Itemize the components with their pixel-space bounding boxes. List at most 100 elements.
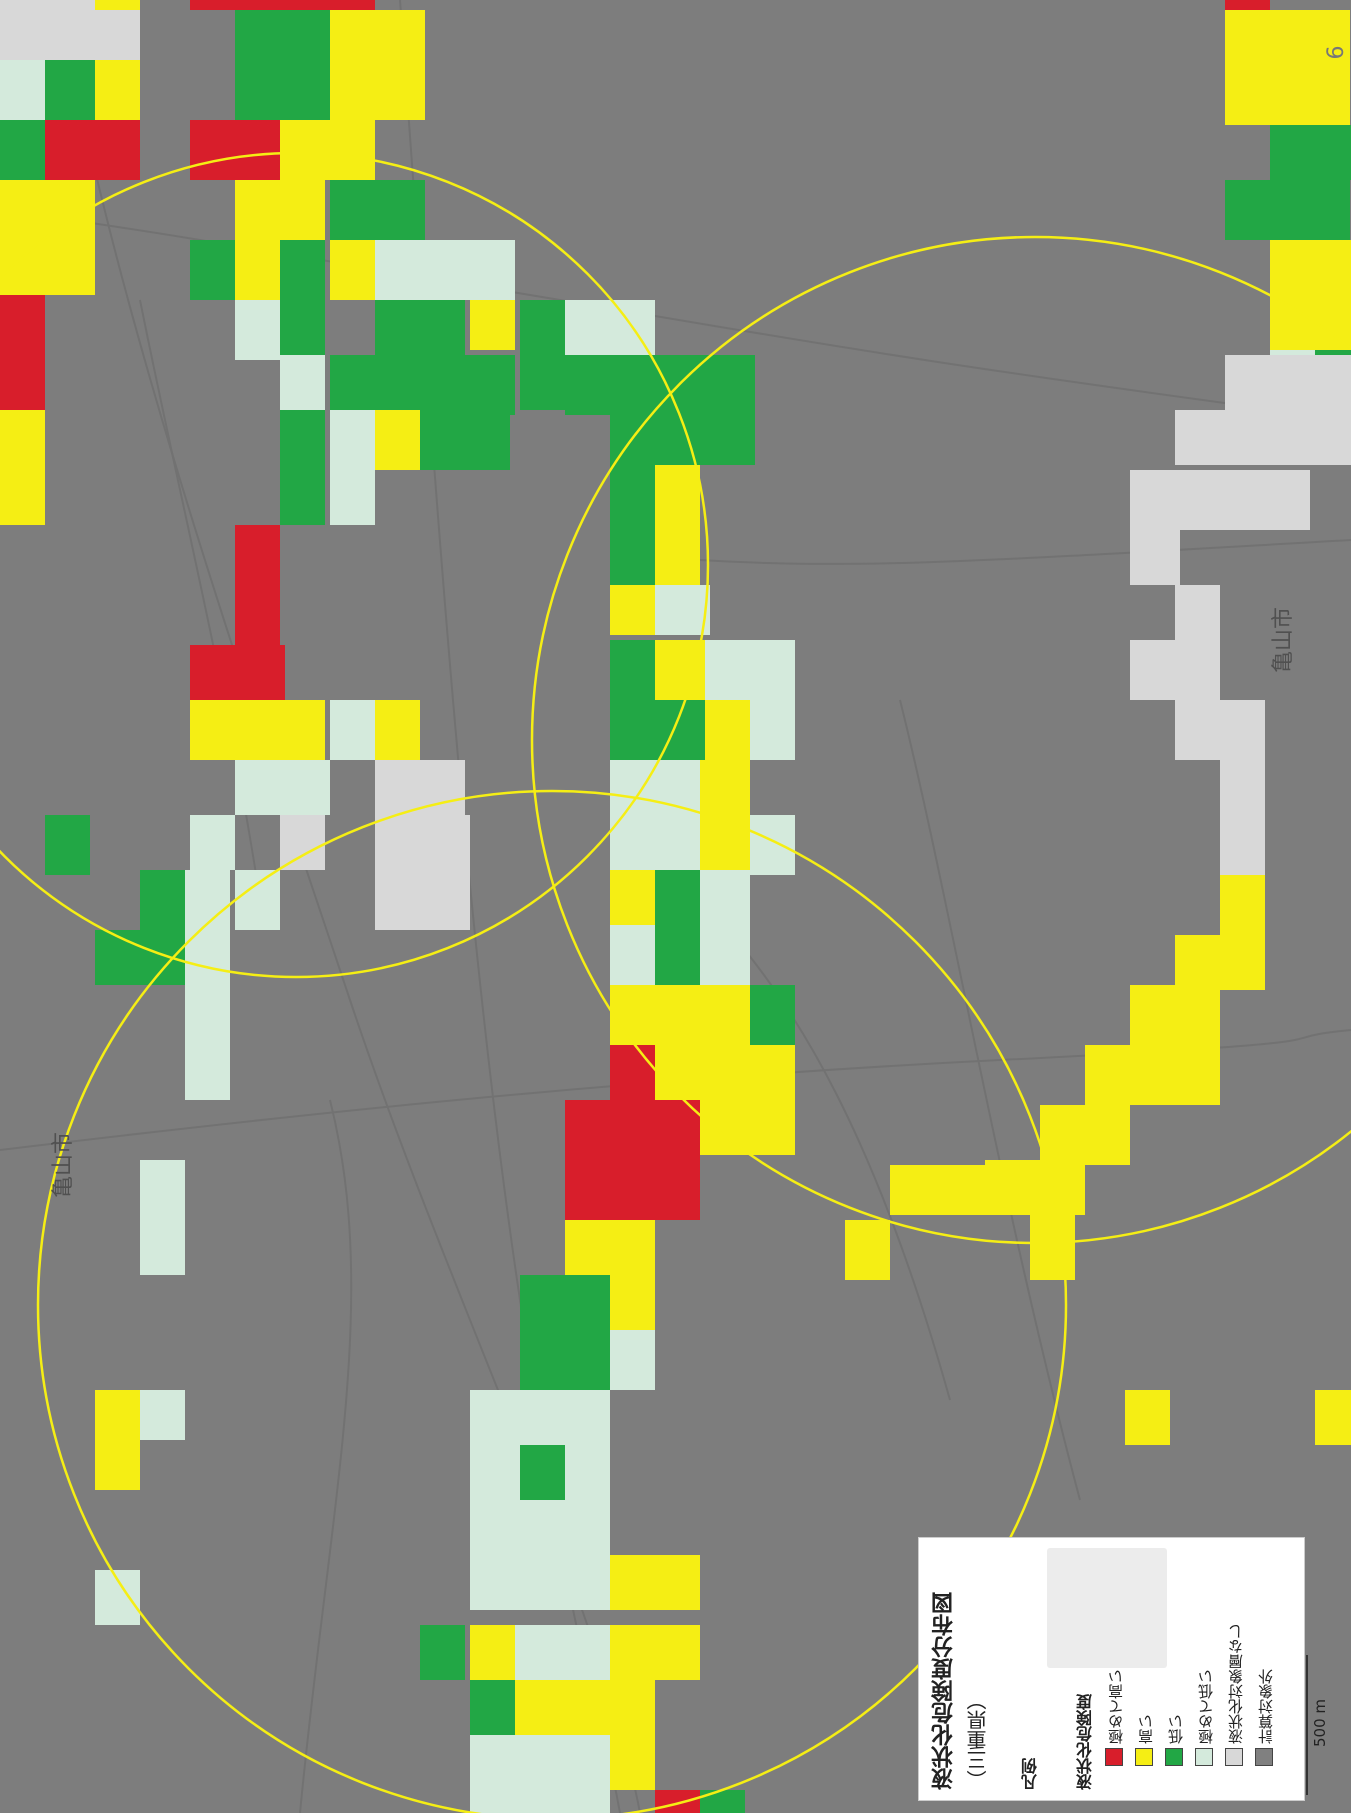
grid-cell — [330, 60, 425, 120]
page-number: 9 — [1320, 45, 1346, 60]
grid-cell — [520, 1390, 565, 1450]
grid-cell — [700, 1790, 745, 1813]
grid-cell — [565, 1275, 610, 1330]
legend-region: （三重県） — [966, 1690, 990, 1790]
circle-south — [36, 789, 1068, 1813]
grid-cell — [280, 240, 325, 355]
legend-item: 低い — [1159, 1538, 1199, 1774]
grid-cell — [280, 760, 325, 815]
legend-sample-swatch — [1047, 1548, 1167, 1668]
grid-cell — [45, 120, 140, 180]
legend-item: 極めて高い — [1099, 1538, 1139, 1774]
grid-cell — [95, 930, 140, 985]
grid-cell — [655, 640, 705, 700]
grid-cell — [610, 1735, 655, 1790]
grid-cell — [375, 700, 420, 760]
grid-cell — [1220, 820, 1265, 875]
grid-cell — [700, 925, 750, 985]
grid-cell — [655, 815, 700, 875]
grid-cell — [1130, 470, 1310, 530]
grid-cell — [750, 700, 795, 760]
grid-cell — [565, 355, 610, 415]
grid-cell — [565, 1160, 660, 1220]
legend-swatch-excluded — [1255, 1748, 1273, 1766]
grid-cell — [280, 465, 325, 525]
grid-cell — [235, 300, 280, 360]
grid-cell — [375, 760, 465, 815]
legend-title: 液状化危険度分布図 — [932, 1592, 957, 1790]
grid-cell — [610, 870, 655, 930]
scale-label: 500 m — [1311, 1699, 1329, 1748]
grid-cell — [1085, 1045, 1220, 1105]
grid-cell — [1270, 240, 1351, 295]
grid-cell — [470, 355, 515, 415]
grid-cell — [890, 1165, 985, 1215]
grid-cell — [610, 1555, 700, 1610]
legend-swatch-high — [1135, 1748, 1153, 1766]
grid-cell — [190, 240, 235, 300]
grid-cell — [330, 465, 375, 525]
grid-cell — [1175, 410, 1351, 465]
grid-cell — [565, 300, 655, 360]
grid-cell — [705, 700, 750, 760]
grid-cell — [610, 1625, 700, 1680]
grid-cell — [140, 1160, 185, 1275]
circle-northwest — [0, 151, 710, 979]
grid-cell — [515, 1680, 610, 1735]
grid-cell — [610, 1045, 655, 1105]
grid-cell — [1220, 700, 1265, 820]
grid-cell — [1130, 640, 1220, 700]
grid-cell — [705, 640, 795, 700]
grid-cell — [610, 1680, 655, 1735]
grid-cell — [375, 870, 470, 930]
grid-cell — [375, 355, 470, 415]
grid-cell — [190, 645, 285, 700]
grid-cell — [375, 815, 470, 870]
grid-cell — [95, 1390, 140, 1490]
grid-cell — [655, 985, 750, 1045]
grid-cell — [1225, 0, 1270, 10]
grid-cell — [420, 240, 515, 300]
grid-cell — [565, 1390, 610, 1450]
circle-northeast — [530, 235, 1351, 1245]
grid-cell — [190, 700, 280, 760]
scale-bar: 500 m — [1306, 1655, 1330, 1795]
grid-cell — [655, 870, 700, 930]
grid-cell — [520, 300, 565, 410]
city-label-west: 亀山市 — [51, 1132, 76, 1198]
grid-cell — [565, 1445, 610, 1500]
grid-cell — [750, 815, 795, 875]
grid-cell — [95, 0, 140, 10]
grid-cell — [470, 1790, 610, 1813]
grid-cell — [190, 815, 235, 870]
grid-cell — [375, 300, 420, 360]
grid-cell — [660, 1160, 700, 1220]
grid-cell — [1225, 10, 1350, 125]
grid-cell — [185, 870, 230, 930]
grid-cell — [330, 240, 375, 300]
grid-cell — [45, 60, 95, 120]
grid-cell — [190, 0, 235, 10]
grid-cell — [0, 60, 45, 120]
grid-cell — [565, 1100, 655, 1160]
city-label-east: 亀山市 — [1271, 607, 1296, 673]
grid-cell — [140, 930, 185, 985]
grid-cell — [845, 1220, 890, 1280]
legend-label: 液状化対象層なし — [1227, 1624, 1245, 1744]
legend-caption: 液状化危険度 — [1076, 1694, 1095, 1790]
legend-label: 極めて高い — [1107, 1669, 1125, 1744]
grid-cell — [520, 1275, 565, 1335]
grid-cell — [1175, 700, 1220, 760]
grid-cell — [655, 1790, 700, 1813]
grid-cell — [610, 815, 655, 875]
grid-cell — [610, 925, 655, 985]
grid-cell — [655, 925, 700, 985]
grid-cell — [140, 870, 185, 930]
grid-cell — [420, 410, 510, 470]
grid-cell — [0, 410, 45, 525]
grid-cell — [0, 295, 45, 410]
grid-cell — [470, 1680, 515, 1735]
grid-cell — [235, 180, 280, 240]
legend-label: 高い — [1137, 1714, 1155, 1744]
grid-cell — [700, 870, 750, 930]
